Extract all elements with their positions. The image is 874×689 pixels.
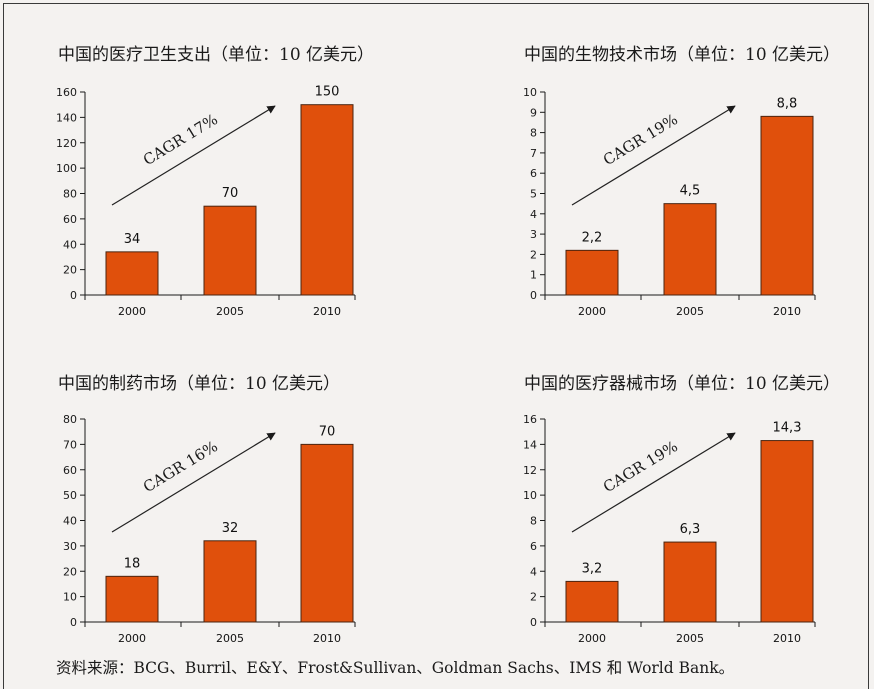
- data-label: 3,2: [582, 561, 603, 576]
- y-tick-label: 4: [530, 565, 537, 578]
- y-tick-label: 70: [63, 438, 77, 451]
- y-tick-label: 8: [530, 515, 537, 528]
- y-tick-label: 6: [530, 540, 537, 553]
- x-tick-label: 2010: [313, 632, 341, 645]
- data-label: 70: [319, 424, 336, 439]
- bar-2005: [204, 541, 256, 622]
- y-tick-label: 4: [530, 208, 537, 221]
- y-tick-label: 160: [56, 86, 77, 99]
- bar-2010: [761, 441, 813, 622]
- data-label: 8,8: [777, 96, 798, 111]
- bar-2010: [301, 444, 353, 622]
- y-tick-label: 3: [530, 228, 537, 241]
- cagr-label: CAGR 19%: [600, 437, 681, 496]
- chart-medical-device-market: 0 2 4 6 8 10 12 14 16 3,2 2000 6,3 2005 14,3 2010 CAGR …: [500, 407, 820, 667]
- x-tick-label: 2000: [578, 305, 606, 318]
- x-tick-label: 2005: [676, 305, 704, 318]
- y-tick-label: 50: [63, 489, 77, 502]
- y-tick-label: 5: [530, 188, 537, 201]
- bar-2010: [301, 105, 353, 295]
- y-tick-label: 20: [63, 565, 77, 578]
- y-tick-label: 2: [530, 248, 537, 261]
- x-tick-label: 2010: [773, 305, 801, 318]
- chart-title-devices: 中国的医疗器械市场（单位：10 亿美元）: [524, 369, 840, 394]
- bar-2000: [106, 252, 158, 295]
- cagr-label: CAGR 16%: [140, 437, 221, 496]
- x-tick-label: 2000: [578, 632, 606, 645]
- y-tick-label: 8: [530, 127, 537, 140]
- y-tick-label: 6: [530, 167, 537, 180]
- y-tick-label: 1: [530, 269, 537, 282]
- bar-2010: [761, 116, 813, 295]
- y-tick-label: 40: [63, 238, 77, 251]
- chart-title-healthcare: 中国的医疗卫生支出（单位：10 亿美元）: [58, 40, 374, 65]
- y-tick-label: 0: [530, 289, 537, 302]
- y-tick-label: 10: [63, 591, 77, 604]
- y-tick-label: 10: [523, 489, 537, 502]
- x-tick-label: 2005: [676, 632, 704, 645]
- y-tick-label: 0: [70, 289, 77, 302]
- bar-2000: [106, 576, 158, 622]
- data-label: 150: [315, 85, 340, 100]
- x-tick-label: 2005: [216, 632, 244, 645]
- chart-healthcare-spending: 0 20 40 60 80 100 120 140 160 34 2000 70 2005 150 2010…: [40, 80, 360, 340]
- data-label: 32: [222, 521, 239, 536]
- bar-2000: [566, 581, 618, 622]
- bar-2005: [204, 206, 256, 295]
- cagr-label: CAGR 19%: [600, 110, 681, 169]
- y-tick-label: 40: [63, 515, 77, 528]
- x-tick-label: 2010: [313, 305, 341, 318]
- y-tick-label: 10: [523, 86, 537, 99]
- data-label: 70: [222, 186, 239, 201]
- bar-2000: [566, 250, 618, 295]
- x-tick-label: 2005: [216, 305, 244, 318]
- bar-2005: [664, 542, 716, 622]
- x-tick-label: 2000: [118, 632, 146, 645]
- y-tick-label: 9: [530, 106, 537, 119]
- y-tick-label: 140: [56, 111, 77, 124]
- source-note: 资料来源：BCG、Burril、E&Y、Frost&Sullivan、Goldm…: [56, 656, 734, 678]
- y-tick-label: 2: [530, 591, 537, 604]
- y-tick-label: 80: [63, 413, 77, 426]
- y-tick-label: 60: [63, 213, 77, 226]
- y-tick-label: 120: [56, 137, 77, 150]
- chart-title-biotech: 中国的生物技术市场（单位：10 亿美元）: [524, 40, 840, 65]
- y-tick-label: 16: [523, 413, 537, 426]
- data-label: 14,3: [773, 421, 802, 436]
- y-tick-label: 20: [63, 264, 77, 277]
- x-tick-label: 2000: [118, 305, 146, 318]
- x-tick-label: 2010: [773, 632, 801, 645]
- y-tick-label: 60: [63, 464, 77, 477]
- bar-2005: [664, 204, 716, 295]
- y-tick-label: 80: [63, 188, 77, 201]
- data-label: 34: [124, 232, 141, 247]
- y-tick-label: 14: [523, 438, 537, 451]
- chart-title-pharma: 中国的制药市场（单位：10 亿美元）: [58, 369, 340, 394]
- y-tick-label: 30: [63, 540, 77, 553]
- data-label: 6,3: [680, 522, 701, 537]
- y-tick-label: 7: [530, 147, 537, 160]
- y-tick-label: 0: [70, 616, 77, 629]
- y-tick-label: 100: [56, 162, 77, 175]
- cagr-label: CAGR 17%: [140, 110, 221, 169]
- chart-pharma-market: 0 10 20 30 40 50 60 70 80 18 2000 32 2005 70 2010 CAGR …: [40, 407, 360, 667]
- data-label: 2,2: [582, 230, 603, 245]
- data-label: 4,5: [680, 184, 701, 199]
- y-tick-label: 12: [523, 464, 537, 477]
- y-tick-label: 0: [530, 616, 537, 629]
- chart-biotech-market: 0 1 2 3 4 5 6 7 8 9 10 2,2 2000 4,5 2005 8,8 2010 CAGR 19…: [500, 80, 820, 340]
- data-label: 18: [124, 556, 141, 571]
